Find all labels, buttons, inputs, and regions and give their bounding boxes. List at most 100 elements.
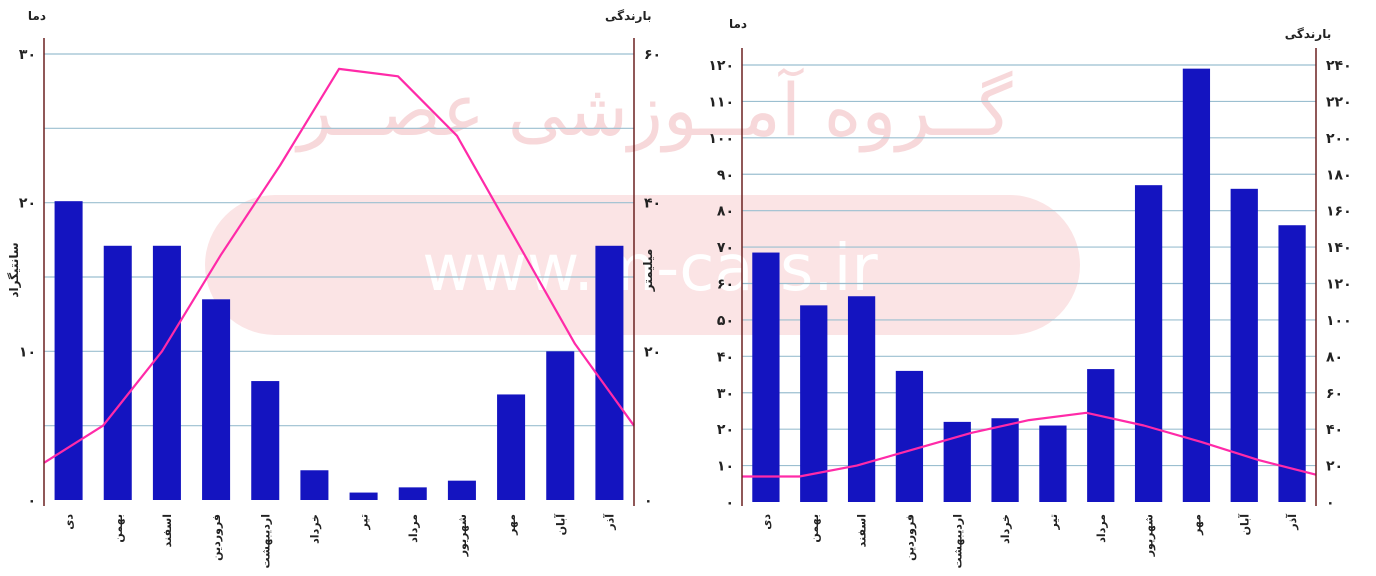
month-label: آذر bbox=[1285, 514, 1299, 531]
precipitation-bar bbox=[1278, 225, 1306, 502]
month-label: دی bbox=[63, 514, 76, 530]
temperature-axis-title: دما bbox=[729, 17, 747, 31]
month-label: خرداد bbox=[308, 514, 321, 544]
temperature-tick-label: ۱۰ bbox=[19, 344, 36, 360]
precipitation-tick-label: ۲۰۰ bbox=[1326, 131, 1352, 147]
month-label: اردیبهشت bbox=[951, 514, 964, 568]
month-label: اسفند bbox=[161, 514, 174, 547]
temperature-tick-label: ۰ bbox=[725, 495, 734, 511]
precipitation-tick-label: ۱۶۰ bbox=[1326, 204, 1352, 220]
month-labels: دی بهمن اسفند فروردین اردیبهشت خرداد تیر مرداد ش… bbox=[63, 514, 617, 569]
precipitation-tick-label: ۱۴۰ bbox=[1326, 240, 1352, 256]
precipitation-axis-title: بارندگی bbox=[605, 9, 651, 23]
climate-chart-right: ۰ ۱۰ ۲۰ ۳۰ ۴۰ ۵۰ ۶۰ ۷۰ ۸۰ ۹۰ ۱۰۰ ۱۱۰ ۱۲۰ ۰ ۲۰ ۴۰ ۶۰ ۸۰ ۱۰… bbox=[708, 17, 1352, 569]
precipitation-tick-labels: ۰ ۲۰ ۴۰ ۶۰ bbox=[644, 47, 661, 509]
precipitation-tick-labels: ۰ ۲۰ ۴۰ ۶۰ ۸۰ ۱۰۰ ۱۲۰ ۱۴۰ ۱۶۰ ۱۸۰ ۲۰۰ ۲۲۰ ۲۴۰ bbox=[1326, 58, 1352, 511]
temperature-tick-label: ۱۰ bbox=[717, 459, 734, 475]
precipitation-axis-title: بارندگی bbox=[1285, 27, 1331, 41]
precipitation-bar bbox=[595, 245, 624, 500]
precipitation-bar bbox=[546, 351, 575, 500]
month-label: دی bbox=[760, 514, 773, 530]
precipitation-bar bbox=[202, 299, 231, 500]
month-label: مهر bbox=[1190, 514, 1203, 536]
temperature-line bbox=[742, 411, 1317, 478]
precipitation-bars bbox=[752, 68, 1306, 503]
month-label: مرداد bbox=[407, 514, 420, 543]
precipitation-tick-label: ۶۰ bbox=[1326, 386, 1343, 402]
precipitation-tick-label: ۸۰ bbox=[1326, 349, 1343, 365]
climate-chart-left: ۰ ۱۰ ۲۰ ۳۰ ۰ ۲۰ ۴۰ ۶۰ دی بهمن اسفند فروردین اردیبه… bbox=[7, 9, 661, 569]
month-label: فروردین bbox=[903, 514, 916, 561]
precipitation-bar bbox=[349, 492, 378, 500]
month-label: آبان bbox=[1237, 514, 1251, 536]
temperature-tick-label: ۳۰ bbox=[19, 47, 36, 63]
precipitation-bar bbox=[1039, 425, 1067, 502]
month-label: شهریور bbox=[456, 514, 469, 557]
temperature-tick-label: ۷۰ bbox=[717, 240, 734, 256]
month-label: مرداد bbox=[1095, 514, 1108, 543]
precipitation-bar bbox=[300, 470, 329, 500]
month-label: بهمن bbox=[112, 514, 125, 543]
month-label: خرداد bbox=[999, 514, 1012, 544]
precipitation-tick-label: ۲۴۰ bbox=[1326, 58, 1352, 74]
grid-lines bbox=[742, 64, 1316, 467]
precipitation-bar bbox=[497, 394, 526, 500]
temperature-tick-label: ۰ bbox=[27, 493, 36, 509]
temperature-tick-label: ۱۰۰ bbox=[708, 131, 734, 147]
precipitation-bar bbox=[991, 418, 1019, 502]
precipitation-tick-label: ۱۲۰ bbox=[1326, 277, 1352, 293]
precipitation-bar bbox=[1230, 188, 1258, 503]
temperature-tick-label: ۳۰ bbox=[717, 386, 734, 402]
precipitation-tick-label: ۰ bbox=[644, 493, 653, 509]
temperature-tick-label: ۴۰ bbox=[717, 349, 734, 365]
precipitation-bar bbox=[752, 252, 780, 502]
precipitation-bar bbox=[152, 245, 181, 500]
temperature-line bbox=[43, 67, 635, 464]
precipitation-bar bbox=[847, 296, 876, 502]
precipitation-bar bbox=[54, 201, 83, 500]
precipitation-tick-label: ۲۰ bbox=[1326, 459, 1343, 475]
temperature-tick-labels: ۰ ۱۰ ۲۰ ۳۰ bbox=[19, 47, 36, 509]
precipitation-tick-label: ۱۰۰ bbox=[1326, 313, 1352, 329]
temperature-tick-label: ۲۰ bbox=[717, 422, 734, 438]
month-label: شهریور bbox=[1143, 514, 1156, 557]
month-label: آبان bbox=[553, 514, 567, 536]
temperature-tick-labels: ۰ ۱۰ ۲۰ ۳۰ ۴۰ ۵۰ ۶۰ ۷۰ ۸۰ ۹۰ ۱۰۰ ۱۱۰ ۱۲۰ bbox=[708, 58, 734, 511]
temperature-tick-label: ۱۱۰ bbox=[708, 94, 734, 110]
temperature-tick-label: ۲۰ bbox=[19, 196, 36, 212]
month-label: بهمن bbox=[808, 514, 821, 543]
precipitation-unit-label: میلیمتر bbox=[641, 249, 655, 293]
temperature-tick-label: ۵۰ bbox=[717, 313, 734, 329]
precipitation-bar bbox=[251, 381, 280, 500]
month-labels: دی بهمن اسفند فروردین اردیبهشت خرداد تیر مرداد ش… bbox=[760, 514, 1299, 569]
precipitation-tick-label: ۱۸۰ bbox=[1326, 167, 1352, 183]
precipitation-bar bbox=[398, 487, 427, 500]
month-label: تیر bbox=[1047, 514, 1060, 530]
precipitation-tick-label: ۴۰ bbox=[644, 196, 661, 212]
temperature-tick-label: ۹۰ bbox=[717, 167, 734, 183]
precipitation-bar bbox=[1182, 68, 1211, 503]
precipitation-bar bbox=[800, 305, 828, 502]
temperature-tick-label: ۶۰ bbox=[717, 277, 734, 293]
precipitation-bar bbox=[1134, 185, 1163, 503]
month-label: فروردین bbox=[210, 514, 223, 561]
precipitation-bars bbox=[54, 201, 624, 500]
month-label: اردیبهشت bbox=[259, 514, 272, 568]
precipitation-tick-label: ۰ bbox=[1326, 495, 1335, 511]
grid-lines bbox=[44, 53, 634, 427]
month-label: تیر bbox=[358, 514, 371, 530]
temperature-tick-label: ۸۰ bbox=[717, 204, 734, 220]
precipitation-bar bbox=[895, 370, 924, 502]
precipitation-tick-label: ۲۰ bbox=[644, 344, 661, 360]
temperature-unit-label: سانتیگراد bbox=[7, 242, 21, 297]
precipitation-bar bbox=[103, 245, 132, 500]
temperature-tick-label: ۱۲۰ bbox=[708, 58, 734, 74]
month-label: اسفند bbox=[856, 514, 869, 547]
precipitation-tick-label: ۶۰ bbox=[644, 47, 661, 63]
precipitation-bar bbox=[1087, 369, 1115, 502]
month-label: مهر bbox=[505, 514, 518, 536]
precipitation-tick-label: ۴۰ bbox=[1326, 422, 1343, 438]
month-label: آذر bbox=[602, 514, 616, 531]
precipitation-bar bbox=[447, 480, 476, 500]
temperature-axis-title: دما bbox=[28, 9, 46, 23]
